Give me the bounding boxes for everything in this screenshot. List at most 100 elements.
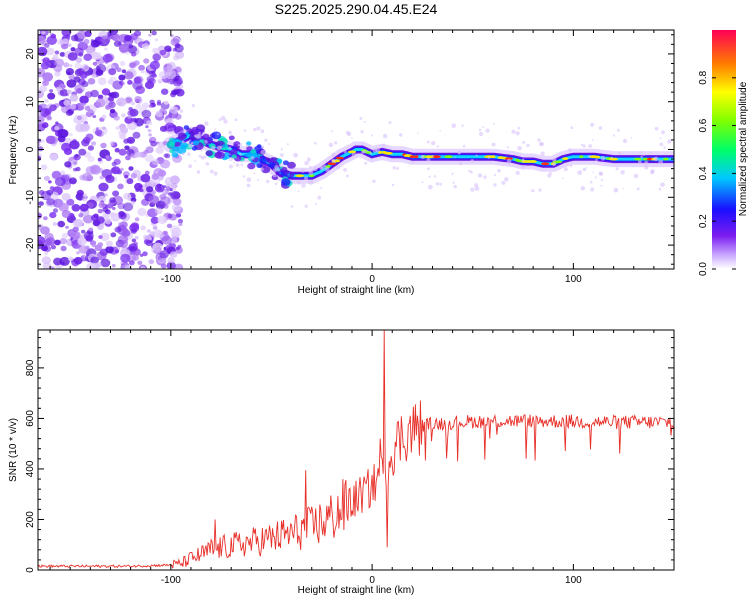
x-tick-label: -100 [161,274,181,285]
speckle [453,184,457,189]
chart-title: S225.2025.290.04.45.E24 [275,1,438,17]
speckle [320,166,324,169]
speckle [280,148,283,151]
noise-blob [54,126,60,131]
noise-blob [130,228,137,234]
ridge-blob [246,146,253,152]
colorbar-tick-label: 0.4 [698,166,709,180]
noise-blob [99,175,105,180]
speckle [297,190,300,193]
noise-blob [42,72,54,82]
noise-blob [105,155,110,159]
speckle [661,130,665,135]
speckle [272,168,277,173]
y-tick-label: -10 [25,190,36,205]
ridge-hotspot [594,155,601,159]
noise-blob [112,80,123,90]
noise-blob [111,161,117,167]
speckle [421,181,424,184]
noise-blob [119,133,126,140]
speckle [234,118,238,122]
speckle [531,189,535,193]
speckle [432,155,434,158]
speckle [304,204,308,208]
speckle [214,128,217,131]
speckle [196,170,201,174]
speckle [200,149,203,152]
noise-blob [159,250,169,259]
ridge-blob [275,172,280,176]
noise-blob [87,78,96,85]
noise-blob [68,132,73,137]
ridge-hotspot [634,157,642,161]
y-tick-label: 0 [25,146,36,152]
speckle [343,168,347,172]
speckle [568,148,572,152]
speckle [411,161,415,164]
noise-blob [74,84,85,94]
noise-blob [97,195,107,203]
noise-blob [45,47,55,56]
noise-blob [130,200,136,205]
speckle [210,145,216,151]
speckle [660,182,665,188]
noise-blob [54,239,61,246]
noise-blob [152,47,159,54]
speckle [245,144,249,147]
speckle [479,131,484,137]
noise-blob [100,142,107,149]
noise-blob [88,227,94,232]
noise-blob [44,43,50,48]
noise-blob [130,101,135,106]
noise-blob [130,33,138,40]
noise-blob [124,71,134,80]
speckle [436,145,439,148]
noise-blob [124,145,130,151]
speckle [590,187,595,192]
snr-background [38,330,674,570]
speckle [522,141,526,144]
speckle [240,143,243,146]
noise-blob [59,52,66,57]
speckle [334,141,338,145]
speckle [582,144,586,148]
speckle [293,152,298,158]
noise-blob [167,48,172,52]
speckle [327,172,330,174]
noise-blob [45,237,56,246]
noise-blob [100,232,110,242]
ridge-hotspot [490,155,496,159]
ridge-blob [178,135,185,141]
ridge-blob [222,144,227,148]
speckle [315,202,318,205]
noise-blob [53,257,63,266]
y-tick-label: -20 [25,237,36,252]
noise-blob [105,240,113,247]
colorbar-gradient [712,30,736,269]
noise-blob [63,99,71,106]
noise-blob [114,249,120,254]
noise-blob [70,47,76,52]
noise-blob [104,47,108,51]
speckle [242,175,246,178]
speckle [570,126,573,129]
speckle [588,144,592,148]
noise-blob [118,222,123,226]
noise-blob [81,81,89,88]
speckle [461,124,464,127]
speckle [360,130,364,134]
noise-blob [131,238,137,243]
noise-blob [115,126,120,130]
noise-blob [141,102,149,109]
speckle [451,172,454,176]
speckle [320,186,323,189]
ridge-blob [276,158,283,164]
noise-blob [85,133,94,141]
noise-blob [90,256,99,264]
speckle [493,183,497,187]
speckle [636,187,640,191]
noise-blob [110,232,117,238]
noise-blob [90,40,100,48]
noise-blob [100,203,105,207]
